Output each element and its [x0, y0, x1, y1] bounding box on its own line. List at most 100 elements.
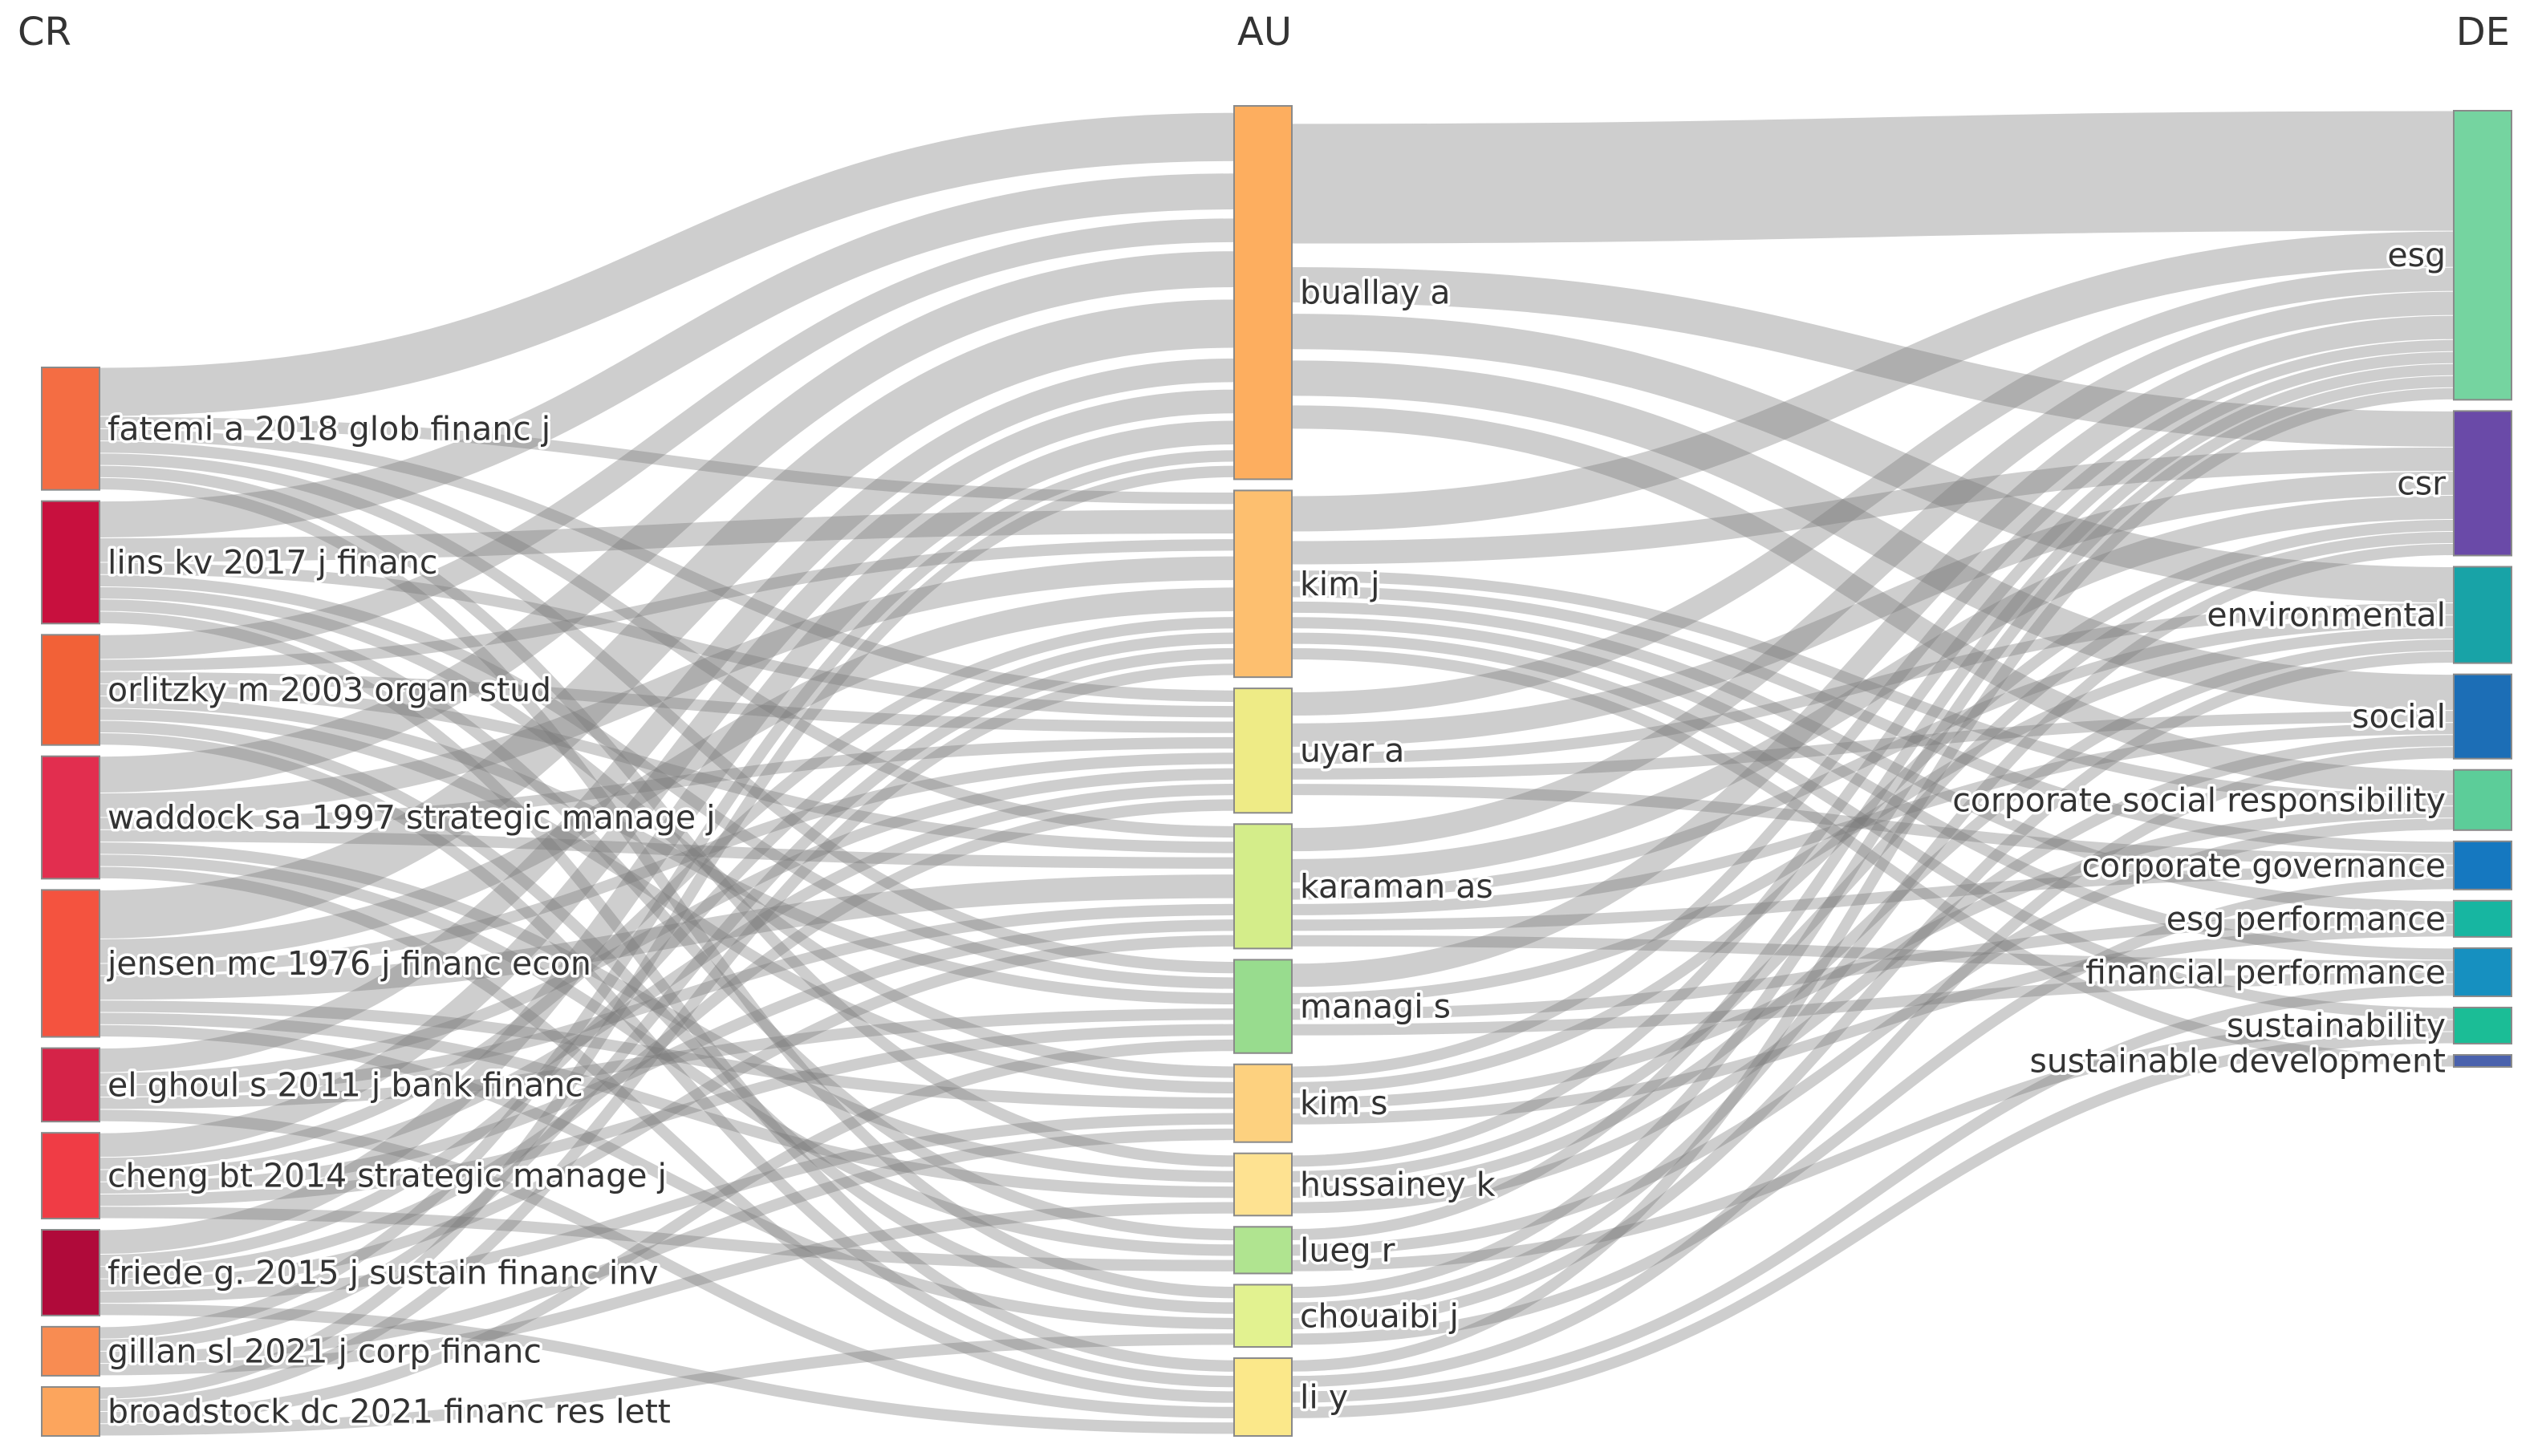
link-lins-kv-2017-j-financ-to-kim-s[interactable] — [99, 587, 1235, 1078]
link-waddock-sa-1997-strategic-manage-j-to-buallay-a[interactable] — [99, 251, 1235, 793]
link-jensen-mc-1976-j-financ-econ-to-karaman-as[interactable] — [99, 874, 1235, 1000]
link-cheng-bt-2014-strategic-manage-j-to-buallay-a[interactable] — [99, 389, 1235, 1158]
link-kim-j-to-corporate-social-responsibility[interactable] — [1291, 570, 2455, 806]
link-lins-kv-2017-j-financ-to-li-y[interactable] — [99, 611, 1235, 1372]
link-jensen-mc-1976-j-financ-econ-to-kim-s[interactable] — [99, 1000, 1235, 1109]
link-chouaibi-j-to-esg[interactable] — [1291, 375, 2455, 1299]
link-friede-g-2015-j-sustain-financ-inv-to-buallay-a[interactable] — [99, 420, 1235, 1255]
link-uyar-a-to-environmental[interactable] — [1291, 603, 2455, 765]
link-kim-s-to-esg-performance[interactable] — [1291, 925, 2455, 1125]
link-kim-j-to-esg-performance[interactable] — [1291, 601, 2455, 913]
link-el-ghoul-s-2011-j-bank-financ-to-managi-s[interactable] — [99, 1008, 1235, 1109]
link-fatemi-a-2018-glob-financ-j-to-uyar-a[interactable] — [99, 428, 1235, 702]
link-karaman-as-to-corporate-governance[interactable] — [1291, 866, 2455, 931]
link-waddock-sa-1997-strategic-manage-j-to-lueg-r[interactable] — [99, 854, 1235, 1256]
node-au-hussainey-k[interactable] — [1233, 1152, 1293, 1217]
node-cr-lins-kv-2017-j-financ[interactable] — [41, 500, 100, 625]
link-karaman-as-to-environmental[interactable] — [1291, 615, 2455, 900]
node-cr-fatemi-a-2018-glob-financ-j[interactable] — [41, 367, 100, 491]
link-cheng-bt-2014-strategic-manage-j-to-karaman-as[interactable] — [99, 919, 1235, 1194]
node-cr-jensen-mc-1976-j-financ-econ[interactable] — [41, 889, 100, 1038]
link-fatemi-a-2018-glob-financ-j-to-chouaibi-j[interactable] — [99, 477, 1235, 1299]
link-cheng-bt-2014-strategic-manage-j-to-uyar-a[interactable] — [99, 784, 1235, 1182]
node-au-lueg-r[interactable] — [1233, 1226, 1293, 1275]
link-friede-g-2015-j-sustain-financ-inv-to-li-y[interactable] — [99, 1304, 1235, 1434]
node-au-li-y[interactable] — [1233, 1357, 1293, 1437]
link-hussainey-k-to-esg[interactable] — [1291, 351, 2455, 1167]
link-cheng-bt-2014-strategic-manage-j-to-kim-j[interactable] — [99, 617, 1235, 1170]
node-cr-gillan-sl-2021-j-corp-financ[interactable] — [41, 1325, 100, 1377]
link-uyar-a-to-esg[interactable] — [1291, 267, 2455, 716]
link-gillan-sl-2021-j-corp-financ-to-kim-s[interactable] — [99, 1128, 1235, 1364]
link-fatemi-a-2018-glob-financ-j-to-buallay-a[interactable] — [99, 112, 1235, 416]
node-de-csr[interactable] — [2453, 410, 2512, 557]
link-kim-j-to-csr[interactable] — [1291, 447, 2455, 565]
link-hussainey-k-to-csr[interactable] — [1291, 531, 2455, 1182]
link-managi-s-to-esg[interactable] — [1291, 315, 2455, 988]
link-hussainey-k-to-environmental[interactable] — [1291, 639, 2455, 1198]
node-de-corporate-governance[interactable] — [2453, 840, 2512, 890]
link-lueg-r-to-corporate-social-responsibility[interactable] — [1291, 818, 2455, 1256]
link-lueg-r-to-esg[interactable] — [1291, 363, 2455, 1240]
link-hussainey-k-to-social[interactable] — [1291, 735, 2455, 1214]
link-chouaibi-j-to-environmental[interactable] — [1291, 651, 2455, 1329]
node-cr-el-ghoul-s-2011-j-bank-financ[interactable] — [41, 1047, 100, 1123]
link-buallay-a-to-social[interactable] — [1291, 360, 2455, 711]
node-de-corporate-social-responsibility[interactable] — [2453, 769, 2512, 831]
link-friede-g-2015-j-sustain-financ-inv-to-kim-s[interactable] — [99, 1113, 1235, 1304]
link-el-ghoul-s-2011-j-bank-financ-to-uyar-a[interactable] — [99, 768, 1235, 1085]
link-waddock-sa-1997-strategic-manage-j-to-hussainey-k[interactable] — [99, 842, 1235, 1182]
link-managi-s-to-financial-performance[interactable] — [1291, 972, 2455, 1036]
link-buallay-a-to-corporate-social-responsibility[interactable] — [1291, 405, 2455, 794]
link-li-y-to-sustainability[interactable] — [1291, 1032, 2455, 1418]
node-de-sustainable-development[interactable] — [2453, 1053, 2512, 1069]
link-uyar-a-to-corporate-governance[interactable] — [1291, 784, 2455, 866]
link-jensen-mc-1976-j-financ-econ-to-buallay-a[interactable] — [99, 299, 1235, 939]
link-waddock-sa-1997-strategic-manage-j-to-li-y[interactable] — [99, 866, 1235, 1403]
node-au-buallay-a[interactable] — [1233, 105, 1293, 481]
node-de-financial-performance[interactable] — [2453, 947, 2512, 997]
node-cr-orlitzky-m-2003-organ-stud[interactable] — [41, 634, 100, 746]
link-gillan-sl-2021-j-corp-financ-to-kim-j[interactable] — [99, 647, 1235, 1351]
link-orlitzky-m-2003-organ-stud-to-kim-j[interactable] — [99, 539, 1235, 671]
link-broadstock-dc-2021-financ-res-lett-to-kim-j[interactable] — [99, 663, 1235, 1411]
node-cr-friede-g-2015-j-sustain-financ-inv[interactable] — [41, 1229, 100, 1316]
link-kim-j-to-esg[interactable] — [1291, 231, 2455, 532]
node-au-kim-s[interactable] — [1233, 1063, 1293, 1143]
node-au-managi-s[interactable] — [1233, 959, 1293, 1054]
link-chouaibi-j-to-corporate-governance[interactable] — [1291, 878, 2455, 1345]
link-li-y-to-financial-performance[interactable] — [1291, 984, 2455, 1403]
link-gillan-sl-2021-j-corp-financ-to-hussainey-k[interactable] — [99, 1202, 1235, 1376]
link-fatemi-a-2018-glob-financ-j-to-kim-j[interactable] — [99, 416, 1235, 505]
link-lins-kv-2017-j-financ-to-uyar-a[interactable] — [99, 562, 1235, 718]
link-orlitzky-m-2003-organ-stud-to-managi-s[interactable] — [99, 696, 1235, 1005]
link-kim-s-to-esg[interactable] — [1291, 339, 2455, 1078]
link-kim-j-to-corporate-governance[interactable] — [1291, 586, 2455, 854]
link-el-ghoul-s-2011-j-bank-financ-to-buallay-a[interactable] — [99, 358, 1235, 1073]
link-uyar-a-to-social[interactable] — [1291, 711, 2455, 780]
link-kim-j-to-sustainable-development[interactable] — [1291, 648, 2455, 1067]
link-orlitzky-m-2003-organ-stud-to-buallay-a[interactable] — [99, 218, 1235, 659]
link-friede-g-2015-j-sustain-financ-inv-to-uyar-a[interactable] — [99, 799, 1235, 1279]
link-broadstock-dc-2021-financ-res-lett-to-managi-s[interactable] — [99, 1039, 1235, 1424]
node-au-karaman-as[interactable] — [1233, 823, 1293, 950]
link-kim-s-to-csr[interactable] — [1291, 519, 2455, 1093]
link-buallay-a-to-esg[interactable] — [1291, 111, 2455, 244]
node-de-social[interactable] — [2453, 673, 2512, 760]
link-karaman-as-to-csr[interactable] — [1291, 495, 2455, 882]
link-li-y-to-social[interactable] — [1291, 747, 2455, 1388]
link-waddock-sa-1997-strategic-manage-j-to-kim-j[interactable] — [99, 556, 1235, 817]
link-orlitzky-m-2003-organ-stud-to-li-y[interactable] — [99, 732, 1235, 1388]
link-el-ghoul-s-2011-j-bank-financ-to-karaman-as[interactable] — [99, 903, 1235, 1097]
node-au-chouaibi-j[interactable] — [1233, 1284, 1293, 1349]
link-lins-kv-2017-j-financ-to-managi-s[interactable] — [99, 574, 1235, 989]
node-de-environmental[interactable] — [2453, 566, 2512, 664]
node-de-esg[interactable] — [2453, 110, 2512, 401]
node-cr-cheng-bt-2014-strategic-manage-j[interactable] — [41, 1132, 100, 1220]
node-de-esg-performance[interactable] — [2453, 899, 2512, 938]
link-orlitzky-m-2003-organ-stud-to-uyar-a[interactable] — [99, 671, 1235, 733]
node-cr-broadstock-dc-2021-financ-res-lett[interactable] — [41, 1385, 100, 1438]
link-friede-g-2015-j-sustain-financ-inv-to-kim-j[interactable] — [99, 632, 1235, 1267]
link-broadstock-dc-2021-financ-res-lett-to-buallay-a[interactable] — [99, 465, 1235, 1399]
link-buallay-a-to-environmental[interactable] — [1291, 314, 2455, 603]
